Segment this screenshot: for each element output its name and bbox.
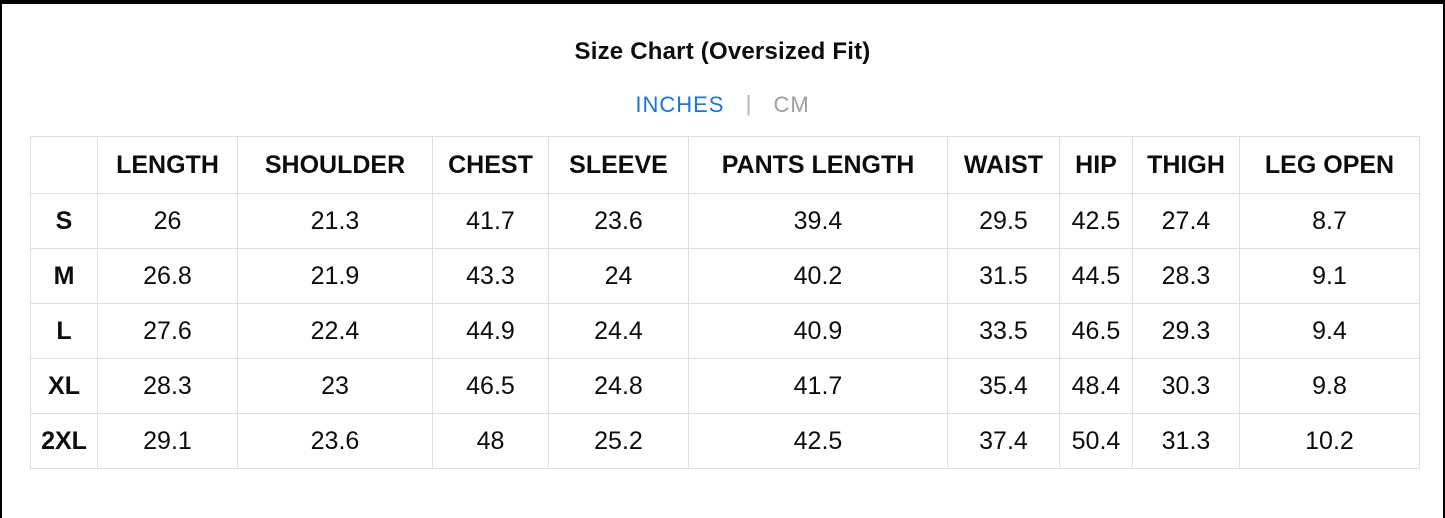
data-cell-thigh: 28.3 (1132, 248, 1240, 304)
size-cell: 2XL (30, 413, 98, 469)
col-header-pants-length: PANTS LENGTH (688, 136, 948, 194)
data-cell-chest: 46.5 (432, 358, 549, 414)
col-header-size (30, 136, 98, 194)
table-row-m: M 26.8 21.9 43.3 24 40.2 31.5 44.5 28.3 … (30, 248, 1420, 304)
data-cell-waist: 31.5 (947, 248, 1060, 304)
data-cell-sleeve: 24 (548, 248, 689, 304)
data-cell-pants-length: 42.5 (688, 413, 948, 469)
data-cell-thigh: 30.3 (1132, 358, 1240, 414)
data-cell-hip: 48.4 (1059, 358, 1133, 414)
size-cell: S (30, 193, 98, 249)
data-cell-chest: 41.7 (432, 193, 549, 249)
data-cell-sleeve: 24.4 (548, 303, 689, 359)
data-cell-hip: 46.5 (1059, 303, 1133, 359)
data-cell-thigh: 27.4 (1132, 193, 1240, 249)
data-cell-hip: 42.5 (1059, 193, 1133, 249)
data-cell-leg-open: 9.4 (1239, 303, 1420, 359)
unit-toggle: INCHES | CM (2, 91, 1443, 118)
unit-toggle-separator: | (745, 91, 753, 116)
data-cell-thigh: 31.3 (1132, 413, 1240, 469)
data-cell-length: 27.6 (97, 303, 238, 359)
size-cell: M (30, 248, 98, 304)
col-header-length: LENGTH (97, 136, 238, 194)
data-cell-waist: 37.4 (947, 413, 1060, 469)
data-cell-length: 29.1 (97, 413, 238, 469)
size-cell: L (30, 303, 98, 359)
size-chart-table: LENGTH SHOULDER CHEST SLEEVE PANTS LENGT… (30, 136, 1420, 469)
table-row-2xl: 2XL 29.1 23.6 48 25.2 42.5 37.4 50.4 31.… (30, 413, 1420, 469)
data-cell-chest: 44.9 (432, 303, 549, 359)
data-cell-pants-length: 40.9 (688, 303, 948, 359)
table-row-l: L 27.6 22.4 44.9 24.4 40.9 33.5 46.5 29.… (30, 303, 1420, 359)
unit-toggle-cm[interactable]: CM (773, 92, 810, 117)
data-cell-length: 26 (97, 193, 238, 249)
data-cell-leg-open: 10.2 (1239, 413, 1420, 469)
data-cell-leg-open: 9.8 (1239, 358, 1420, 414)
data-cell-shoulder: 23 (237, 358, 433, 414)
col-header-sleeve: SLEEVE (548, 136, 689, 194)
data-cell-waist: 29.5 (947, 193, 1060, 249)
data-cell-shoulder: 21.3 (237, 193, 433, 249)
page-title: Size Chart (Oversized Fit) (574, 38, 871, 65)
data-cell-waist: 35.4 (947, 358, 1060, 414)
size-cell: XL (30, 358, 98, 414)
table-header-row: LENGTH SHOULDER CHEST SLEEVE PANTS LENGT… (30, 136, 1420, 194)
col-header-chest: CHEST (432, 136, 549, 194)
data-cell-sleeve: 25.2 (548, 413, 689, 469)
data-cell-sleeve: 24.8 (548, 358, 689, 414)
data-cell-pants-length: 41.7 (688, 358, 948, 414)
data-cell-chest: 43.3 (432, 248, 549, 304)
data-cell-chest: 48 (432, 413, 549, 469)
data-cell-thigh: 29.3 (1132, 303, 1240, 359)
col-header-shoulder: SHOULDER (237, 136, 433, 194)
data-cell-hip: 50.4 (1059, 413, 1133, 469)
data-cell-leg-open: 8.7 (1239, 193, 1420, 249)
data-cell-hip: 44.5 (1059, 248, 1133, 304)
col-header-hip: HIP (1059, 136, 1133, 194)
col-header-thigh: THIGH (1132, 136, 1240, 194)
data-cell-length: 26.8 (97, 248, 238, 304)
col-header-waist: WAIST (947, 136, 1060, 194)
data-cell-shoulder: 23.6 (237, 413, 433, 469)
data-cell-length: 28.3 (97, 358, 238, 414)
data-cell-pants-length: 39.4 (688, 193, 948, 249)
data-cell-shoulder: 22.4 (237, 303, 433, 359)
table-row-xl: XL 28.3 23 46.5 24.8 41.7 35.4 48.4 30.3… (30, 358, 1420, 414)
data-cell-shoulder: 21.9 (237, 248, 433, 304)
data-cell-pants-length: 40.2 (688, 248, 948, 304)
data-cell-sleeve: 23.6 (548, 193, 689, 249)
table-row-s: S 26 21.3 41.7 23.6 39.4 29.5 42.5 27.4 … (30, 193, 1420, 249)
unit-toggle-inches[interactable]: INCHES (635, 92, 725, 117)
data-cell-waist: 33.5 (947, 303, 1060, 359)
data-cell-leg-open: 9.1 (1239, 248, 1420, 304)
col-header-leg-open: LEG OPEN (1239, 136, 1420, 194)
